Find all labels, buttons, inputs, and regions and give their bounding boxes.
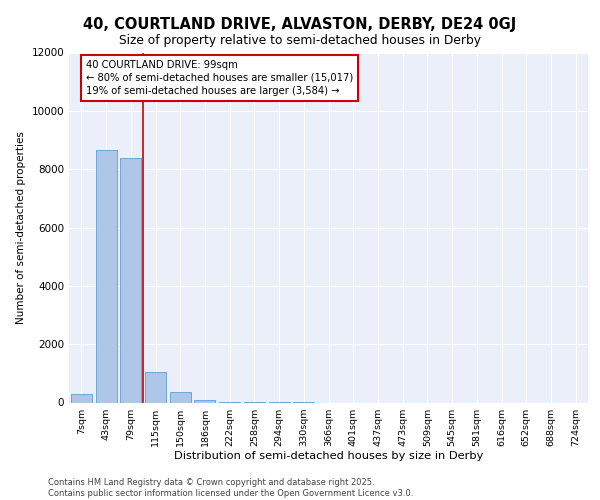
- Y-axis label: Number of semi-detached properties: Number of semi-detached properties: [16, 131, 26, 324]
- Text: Contains HM Land Registry data © Crown copyright and database right 2025.
Contai: Contains HM Land Registry data © Crown c…: [48, 478, 413, 498]
- Bar: [120, 158, 141, 402]
- X-axis label: Distribution of semi-detached houses by size in Derby: Distribution of semi-detached houses by …: [174, 452, 483, 462]
- Bar: [170, 392, 191, 402]
- Bar: [145, 372, 166, 402]
- Bar: [71, 394, 92, 402]
- Text: 40, COURTLAND DRIVE, ALVASTON, DERBY, DE24 0GJ: 40, COURTLAND DRIVE, ALVASTON, DERBY, DE…: [83, 18, 517, 32]
- Text: 40 COURTLAND DRIVE: 99sqm
← 80% of semi-detached houses are smaller (15,017)
19%: 40 COURTLAND DRIVE: 99sqm ← 80% of semi-…: [86, 60, 353, 96]
- Bar: [95, 150, 116, 403]
- Bar: [194, 400, 215, 402]
- Text: Size of property relative to semi-detached houses in Derby: Size of property relative to semi-detach…: [119, 34, 481, 47]
